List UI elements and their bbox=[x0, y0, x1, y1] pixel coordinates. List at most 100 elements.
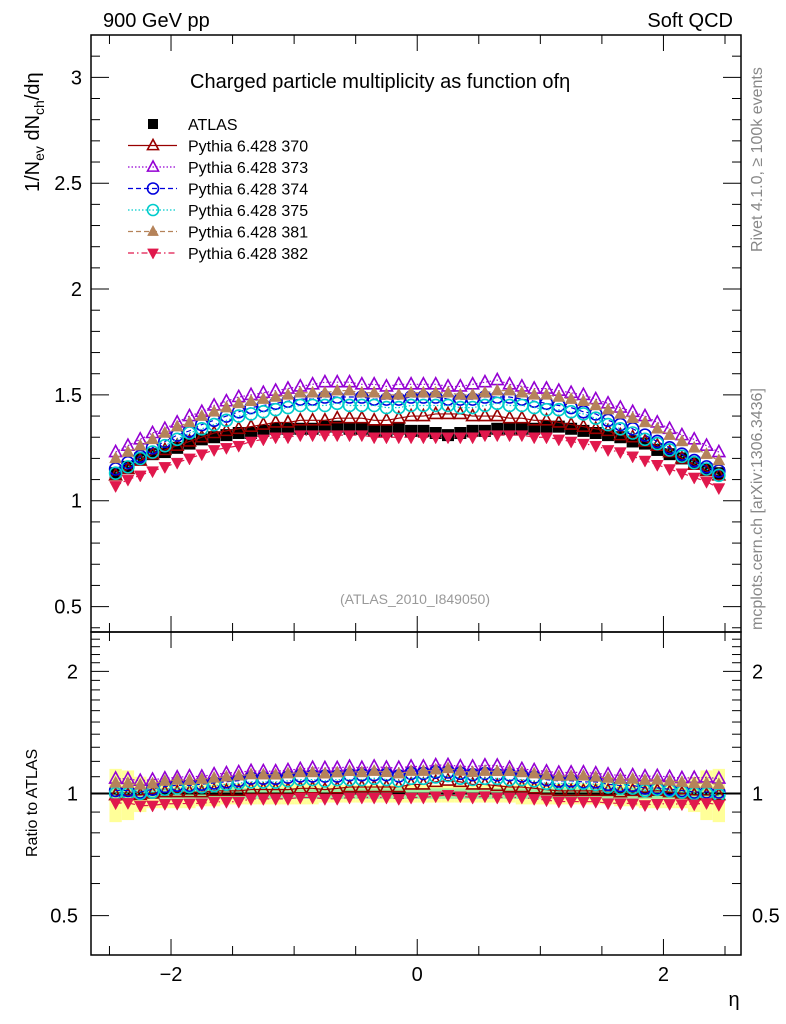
header-left-label: 900 GeV pp bbox=[103, 10, 210, 32]
marker-triangle-up bbox=[243, 418, 259, 432]
marker-square bbox=[257, 424, 270, 437]
marker-triangle-up bbox=[219, 422, 234, 437]
marker-triangle-up bbox=[478, 764, 492, 776]
marker-triangle-down bbox=[478, 430, 492, 443]
ratio-y-tick-label-right: 0.5 bbox=[752, 906, 780, 928]
ratio-ylabel: Ratio to ATLAS bbox=[24, 749, 41, 857]
series-pythia-6-428-370 bbox=[108, 405, 727, 481]
marker-square bbox=[148, 119, 158, 129]
marker-square bbox=[331, 420, 344, 433]
marker-triangle-down bbox=[404, 432, 418, 445]
marker-triangle-up bbox=[502, 778, 517, 793]
marker-triangle-up bbox=[109, 451, 123, 464]
marker-triangle-up bbox=[552, 389, 566, 402]
marker-triangle-up bbox=[146, 776, 159, 789]
ratio-series-pythia-6-428-382 bbox=[109, 790, 726, 813]
y-tick-label: 2 bbox=[71, 279, 82, 301]
marker-circle bbox=[158, 438, 172, 453]
marker-triangle-up bbox=[638, 773, 652, 785]
marker-triangle-up bbox=[367, 764, 381, 776]
ratio-y-tick-label: 0.5 bbox=[50, 906, 78, 928]
marker-triangle-up bbox=[589, 398, 603, 411]
marker-triangle-up bbox=[293, 385, 307, 398]
marker-triangle-down bbox=[515, 792, 529, 805]
marker-triangle-up bbox=[515, 385, 529, 398]
marker-triangle-up bbox=[318, 385, 332, 398]
marker-triangle-up bbox=[219, 400, 233, 413]
marker-triangle-up bbox=[551, 782, 567, 797]
marker-circle bbox=[146, 203, 160, 217]
marker-triangle-up bbox=[700, 447, 713, 459]
marker-triangle-up bbox=[404, 385, 418, 398]
marker-triangle-up bbox=[416, 385, 430, 398]
marker-triangle-down bbox=[219, 443, 233, 455]
ratio-data-series bbox=[108, 756, 727, 813]
marker-triangle-up bbox=[329, 409, 345, 424]
marker-triangle-up bbox=[601, 770, 615, 783]
marker-triangle-up bbox=[207, 404, 221, 417]
marker-triangle-up bbox=[121, 776, 135, 788]
marker-triangle-down bbox=[416, 792, 430, 805]
marker-triangle-up bbox=[452, 773, 468, 788]
marker-triangle-up bbox=[663, 773, 677, 786]
ylabel-part-b: dN bbox=[22, 115, 44, 146]
marker-triangle-up bbox=[687, 776, 701, 789]
marker-triangle-up bbox=[638, 415, 652, 428]
marker-triangle-down bbox=[121, 798, 135, 810]
marker-triangle-down bbox=[133, 800, 147, 813]
chart-title: Charged particle multiplicity as functio… bbox=[190, 71, 570, 93]
marker-triangle-down bbox=[663, 464, 677, 477]
marker-triangle-up bbox=[157, 441, 173, 456]
marker-triangle-up bbox=[121, 444, 135, 457]
legend-label: Pythia 6.428 374 bbox=[188, 182, 308, 199]
marker-triangle-down bbox=[330, 430, 344, 443]
marker-triangle-down bbox=[158, 462, 172, 474]
marker-triangle-down bbox=[133, 470, 147, 483]
marker-triangle-up bbox=[700, 775, 713, 788]
marker-triangle-down bbox=[687, 472, 701, 485]
marker-triangle-down bbox=[515, 430, 529, 443]
marker-triangle-up bbox=[490, 383, 504, 396]
marker-triangle-down bbox=[577, 438, 590, 451]
marker-square bbox=[269, 422, 282, 435]
marker-triangle-down bbox=[318, 794, 332, 806]
marker-triangle-up bbox=[526, 412, 542, 426]
marker-triangle-up bbox=[650, 772, 664, 785]
marker-circle bbox=[687, 455, 702, 470]
legend-item: Pythia 6.428 375 bbox=[128, 203, 308, 220]
marker-triangle-up bbox=[305, 412, 320, 426]
marker-triangle-up bbox=[170, 419, 184, 432]
y-tick-label: 3 bbox=[71, 67, 82, 89]
marker-triangle-down bbox=[490, 792, 504, 805]
marker-triangle-up bbox=[269, 767, 283, 780]
marker-triangle-up bbox=[354, 409, 370, 424]
marker-triangle-up bbox=[194, 428, 210, 443]
marker-triangle-down bbox=[109, 481, 123, 494]
marker-triangle-up bbox=[503, 764, 516, 777]
marker-triangle-up bbox=[379, 412, 394, 426]
marker-triangle-down bbox=[293, 430, 307, 443]
xlabel: η bbox=[728, 989, 739, 1011]
marker-triangle-down bbox=[219, 797, 233, 809]
main-ylabel: 1/Nev dNch/dη bbox=[22, 72, 47, 192]
marker-triangle-up bbox=[527, 387, 541, 400]
marker-triangle-down bbox=[552, 434, 566, 447]
marker-triangle-up bbox=[551, 414, 567, 428]
marker-triangle-up bbox=[601, 402, 615, 415]
marker-triangle-down bbox=[330, 794, 344, 806]
marker-triangle-up bbox=[256, 392, 270, 404]
marker-square bbox=[392, 422, 405, 435]
marker-triangle-down bbox=[589, 796, 603, 809]
marker-triangle-down bbox=[183, 798, 196, 811]
marker-triangle-up bbox=[158, 425, 172, 438]
marker-triangle-up bbox=[613, 406, 627, 419]
marker-triangle-up bbox=[182, 433, 197, 447]
marker-triangle-down bbox=[244, 794, 258, 807]
marker-triangle-down bbox=[306, 430, 320, 443]
marker-triangle-up bbox=[563, 782, 579, 797]
marker-triangle-up bbox=[391, 409, 407, 424]
marker-triangle-up bbox=[564, 392, 578, 404]
marker-triangle-up bbox=[490, 764, 504, 777]
marker-triangle-down bbox=[147, 248, 159, 260]
marker-circle bbox=[194, 421, 209, 436]
